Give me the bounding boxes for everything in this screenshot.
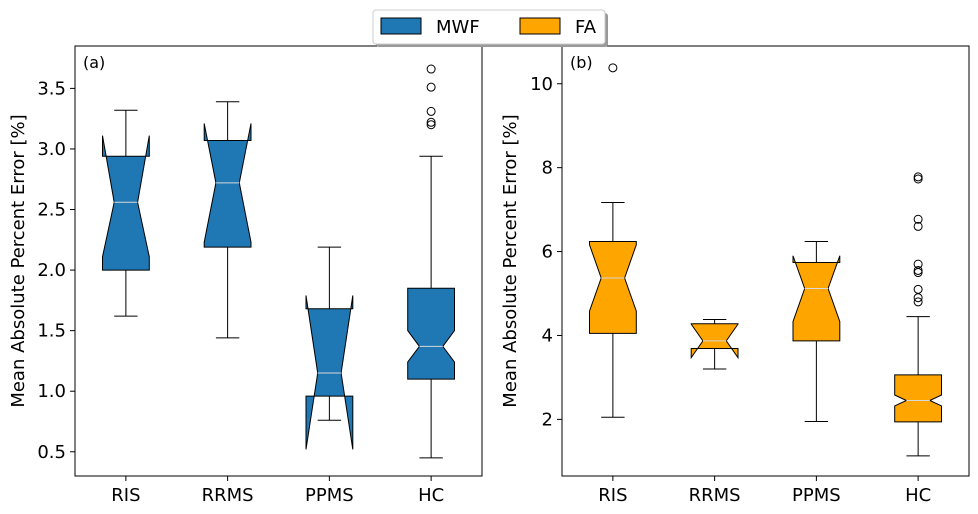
x-tick-label: HC [418,485,444,506]
panel-b: 2 4 6 8 10 Mean Absolute Percent Error [%] (b)… [500,45,970,506]
x-tick-label: RRMS [202,485,254,506]
box-body [203,123,252,248]
outlier-point [913,259,923,269]
outlier-point [913,297,923,307]
y-tick-label: 1.5 [37,321,66,342]
y-axis-label: Mean Absolute Percent Error [%] [8,114,29,407]
outlier-point [426,64,436,74]
x-tick-label: RRMS [689,485,741,506]
outlier-point [913,284,923,294]
legend-swatch-mwf [380,17,422,35]
outlier-point [913,174,923,184]
y-tick-label: 4 [542,325,553,346]
box-body [102,135,150,271]
y-tick-label: 6 [542,242,553,263]
box-body [792,255,841,342]
panel-label: (b) [570,53,593,72]
y-tick-label: 2 [542,409,553,430]
legend-label-fa: FA [575,17,597,38]
outlier-point [608,63,618,73]
x-tick-label: RIS [598,485,627,506]
x-tick-label: PPMS [792,485,841,506]
x-tick-label: HC [905,485,931,506]
axes-frame [74,45,483,477]
y-tick-label: 10 [530,74,553,95]
legend: MWF FA [372,9,608,47]
box-body [407,287,455,380]
panel-a: 0.5 1.0 1.5 2.0 2.5 3.0 3.5 Mean Absolute Perce… [8,45,483,506]
outlier-point [913,221,923,231]
outlier-point [426,82,436,92]
outlier-point [913,265,923,275]
outlier-point [913,214,923,224]
legend-swatch-fa [519,17,561,35]
box-body [894,374,942,423]
x-tick-label: PPMS [305,485,354,506]
outlier-point [426,120,436,130]
outlier-point [913,172,923,182]
y-tick-label: 3.0 [37,139,66,160]
legend-label-mwf: MWF [436,17,480,38]
y-tick-label: 3.5 [37,78,66,99]
y-tick-label: 0.5 [37,442,66,463]
y-tick-label: 2.5 [37,200,66,221]
box-body [589,241,637,334]
outlier-point [426,106,436,116]
y-axis-label: Mean Absolute Percent Error [%] [500,114,521,407]
x-tick-label: RIS [111,485,140,506]
outlier-point [913,268,923,278]
axes-frame [561,45,970,477]
y-tick-label: 1.0 [37,381,66,402]
box-body [305,295,354,450]
y-tick-label: 2.0 [37,260,66,281]
y-tick-label: 8 [542,158,553,179]
outlier-point [426,117,436,127]
panel-label: (a) [83,53,105,72]
